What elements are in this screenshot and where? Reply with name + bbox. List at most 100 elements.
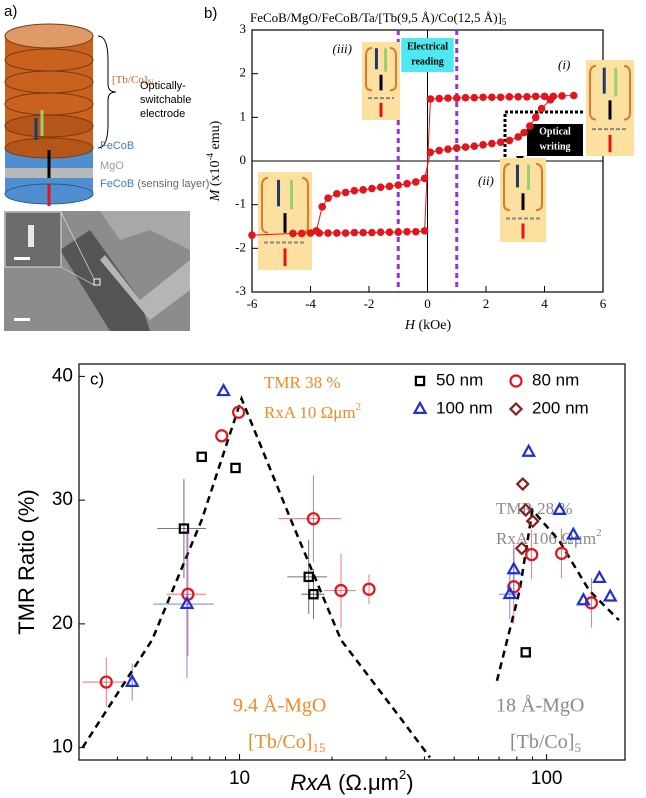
data-point bbox=[394, 228, 403, 236]
layer bbox=[4, 48, 94, 72]
data-point bbox=[520, 647, 531, 658]
legend-label: 80 nm bbox=[532, 370, 579, 389]
data-point bbox=[435, 94, 444, 103]
text: (kOe) bbox=[418, 318, 451, 333]
annotation: Electrical bbox=[407, 41, 448, 52]
data-point bbox=[584, 596, 598, 610]
x-tick-label: 10 bbox=[229, 768, 250, 789]
stack-label: [Tb/Co]N bbox=[112, 74, 153, 87]
panel-a: a) [Tb/Co]N Optically- switchable electr… bbox=[4, 3, 209, 331]
data-point bbox=[403, 179, 411, 188]
text: 2 bbox=[356, 401, 362, 413]
data-point bbox=[565, 526, 581, 540]
data-point bbox=[470, 93, 479, 102]
data-point bbox=[435, 146, 444, 155]
data-point bbox=[505, 93, 514, 101]
text: 15 bbox=[312, 740, 325, 755]
data-point bbox=[215, 429, 229, 443]
panel-label: a) bbox=[4, 3, 17, 20]
data-point bbox=[444, 94, 452, 102]
data-point bbox=[376, 183, 385, 191]
data-point bbox=[540, 92, 549, 101]
annotation: 18 Å-MgO bbox=[496, 695, 584, 717]
y-axis-label: M (x10-4 emu) bbox=[205, 120, 223, 202]
data-point bbox=[502, 585, 518, 600]
fit-line bbox=[81, 395, 431, 759]
data-point bbox=[488, 139, 496, 148]
text: ) bbox=[406, 770, 413, 795]
data-point bbox=[461, 143, 470, 151]
data-point bbox=[303, 571, 314, 583]
data-point bbox=[376, 228, 385, 236]
x-tick-label: 4 bbox=[541, 296, 548, 311]
legend-label: 200 nm bbox=[532, 398, 589, 417]
annotation: TMR 38 % bbox=[264, 373, 341, 392]
bracket bbox=[623, 65, 631, 121]
data-point bbox=[420, 227, 429, 235]
data-point bbox=[552, 501, 567, 515]
data-point bbox=[341, 229, 350, 237]
panel-label: b) bbox=[204, 5, 217, 22]
x-tick-label: -2 bbox=[364, 296, 375, 311]
x-tick-label: 100 bbox=[531, 768, 563, 789]
data-point bbox=[520, 128, 528, 137]
data-point bbox=[452, 94, 461, 102]
data-point bbox=[289, 229, 297, 238]
annotation: [Tb/Co]5 bbox=[510, 731, 581, 755]
x-axis-label: H (kOe) bbox=[404, 318, 452, 333]
scale-bar bbox=[14, 257, 30, 260]
text: 2 bbox=[596, 527, 602, 539]
bracket bbox=[261, 177, 269, 234]
panel-b: b) FeCoB/MgO/FeCoB/Ta/[Tb(9,5 Å)/Co(12,5… bbox=[204, 5, 507, 333]
text: (sensing layer) bbox=[137, 178, 209, 190]
bracket bbox=[365, 47, 373, 92]
text: (x10 bbox=[208, 160, 223, 186]
legend-marker bbox=[508, 401, 524, 417]
data-point bbox=[324, 194, 332, 202]
data-point bbox=[518, 502, 533, 518]
data-point bbox=[531, 92, 540, 101]
fit-line bbox=[495, 507, 620, 682]
legend-marker bbox=[412, 400, 428, 414]
annotations: TMR 38 % RxA 10 Ωμm2 TMR 28 % RxA 106 Ωμ… bbox=[233, 373, 602, 755]
data-point bbox=[514, 133, 522, 141]
data-point bbox=[230, 462, 241, 474]
electrode-label: Optically- bbox=[140, 80, 186, 92]
data-point bbox=[488, 93, 496, 102]
text: RxA bbox=[290, 770, 332, 795]
text: (Ω.μm bbox=[338, 770, 399, 795]
sem-region bbox=[70, 211, 190, 250]
writing-arrow bbox=[503, 110, 583, 162]
annotation: reading bbox=[411, 56, 444, 67]
text: 2 bbox=[399, 767, 406, 782]
y-tick-label: 2 bbox=[240, 65, 247, 80]
data-point bbox=[576, 592, 591, 606]
text: RxA 10 Ωμm bbox=[264, 403, 356, 422]
y-tick-label: 0 bbox=[240, 152, 247, 167]
data-point bbox=[479, 141, 487, 149]
data-point bbox=[248, 231, 256, 240]
text: emu) bbox=[208, 120, 223, 149]
text: H bbox=[404, 318, 416, 333]
annotation: writing bbox=[539, 141, 570, 152]
layer bbox=[4, 70, 94, 94]
layer bbox=[4, 114, 94, 138]
x-tick-label: 6 bbox=[600, 296, 607, 311]
data-point bbox=[179, 595, 195, 610]
y-tick-label: -1 bbox=[235, 196, 246, 211]
data-point bbox=[569, 91, 578, 100]
data-point bbox=[525, 547, 539, 562]
data-point bbox=[452, 144, 461, 152]
data-point bbox=[461, 93, 470, 102]
data-point bbox=[555, 546, 569, 560]
x-tick-label: 2 bbox=[483, 296, 490, 311]
data-point bbox=[124, 673, 140, 687]
data-point bbox=[514, 541, 529, 556]
electrode-label: electrode bbox=[140, 108, 185, 120]
y-tick-label: 40 bbox=[52, 365, 73, 386]
annotation: (ii) bbox=[478, 173, 494, 188]
y-tick-label: 30 bbox=[52, 489, 73, 510]
text: [Tb/Co] bbox=[112, 74, 147, 86]
scale-bar bbox=[14, 318, 30, 321]
data-point bbox=[526, 122, 534, 130]
